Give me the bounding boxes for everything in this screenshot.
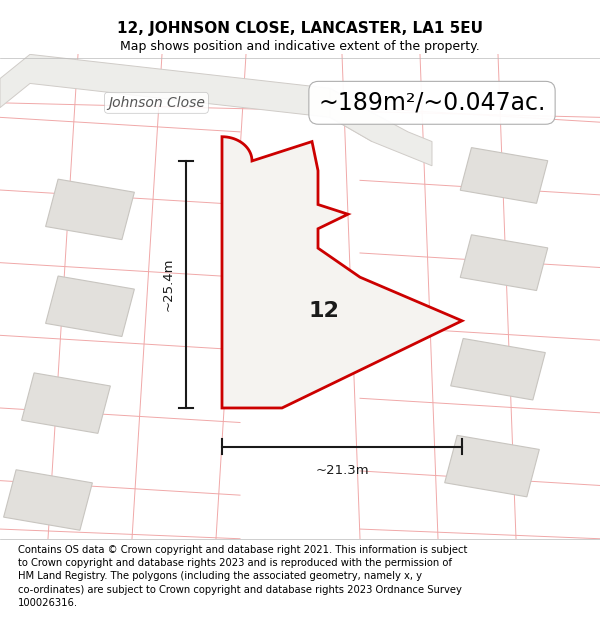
Polygon shape <box>222 137 462 408</box>
Polygon shape <box>22 373 110 433</box>
Text: Johnson Close: Johnson Close <box>108 96 205 110</box>
Text: ~25.4m: ~25.4m <box>161 258 175 311</box>
Polygon shape <box>330 88 432 166</box>
Text: ~189m²/~0.047ac.: ~189m²/~0.047ac. <box>319 91 545 115</box>
Polygon shape <box>0 54 372 141</box>
Polygon shape <box>460 148 548 203</box>
Polygon shape <box>4 470 92 530</box>
Text: ~21.3m: ~21.3m <box>315 464 369 478</box>
Polygon shape <box>46 179 134 239</box>
Polygon shape <box>460 235 548 291</box>
Polygon shape <box>46 276 134 336</box>
Text: 12: 12 <box>308 301 340 321</box>
Text: Contains OS data © Crown copyright and database right 2021. This information is : Contains OS data © Crown copyright and d… <box>18 545 467 608</box>
Text: 12, JOHNSON CLOSE, LANCASTER, LA1 5EU: 12, JOHNSON CLOSE, LANCASTER, LA1 5EU <box>117 21 483 36</box>
Polygon shape <box>445 436 539 497</box>
Text: Map shows position and indicative extent of the property.: Map shows position and indicative extent… <box>120 40 480 52</box>
Polygon shape <box>451 339 545 400</box>
